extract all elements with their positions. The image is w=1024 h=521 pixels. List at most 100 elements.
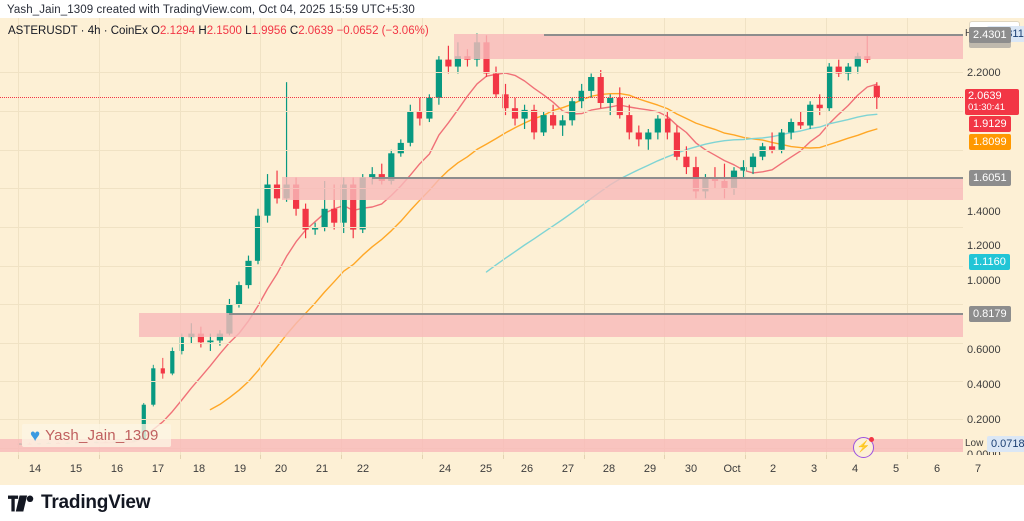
candle-body xyxy=(664,118,671,133)
ma-slow-line xyxy=(485,113,878,273)
chart-plot-area[interactable] xyxy=(0,18,963,455)
candle-body xyxy=(616,97,623,116)
ma-slow-badge[interactable]: 1.1160 xyxy=(969,254,1010,271)
candle-body xyxy=(397,142,404,154)
candle-body xyxy=(826,66,833,109)
candle-body xyxy=(816,104,823,109)
current-price-line xyxy=(0,97,963,99)
candle-body xyxy=(769,146,776,150)
candle-body xyxy=(369,174,376,178)
time-tick-label: 5 xyxy=(892,463,900,475)
candle-body xyxy=(312,227,319,230)
base-zone-low[interactable] xyxy=(0,439,963,452)
candle-body xyxy=(778,132,785,150)
candle-body xyxy=(511,108,519,119)
legend-interval[interactable]: 4h xyxy=(87,25,101,37)
grid-line-vertical xyxy=(907,18,908,455)
chart-frame[interactable]: USDT 2.20001.40001.20001.00000.60000.400… xyxy=(0,18,1024,455)
candle-body xyxy=(245,260,252,286)
candle-body xyxy=(654,118,661,133)
support-low-badge[interactable]: 0.8179 xyxy=(969,306,1011,323)
attribution-line: Yash_Jain_1309 created with TradingView.… xyxy=(7,4,415,16)
support-mid-badge[interactable]: 1.6051 xyxy=(969,169,1011,186)
time-tick-mark xyxy=(584,455,585,459)
time-axis[interactable]: 14 15 16 17 18 19 20 21 22 24 25 26 27 28 29 30 Oct 2 3 4 5 6… xyxy=(0,455,1024,485)
price-tick-label: 0.2000 xyxy=(967,413,1001,426)
legend-sep-2: · xyxy=(103,25,108,37)
grid-line-horizontal xyxy=(0,111,963,112)
price-tick-label: 0.4000 xyxy=(967,379,1001,392)
grid-line-vertical xyxy=(260,18,261,455)
low-badge[interactable]: 0.0718 xyxy=(987,435,1024,452)
resistance-upper-badge[interactable]: 2.4301 xyxy=(969,26,1011,43)
candle-body xyxy=(207,340,214,343)
branding-bar: TradingView xyxy=(0,485,1024,521)
candle-body xyxy=(807,104,814,126)
candle-body xyxy=(197,333,204,343)
grid-line-vertical xyxy=(99,18,100,455)
price-tick-label: 0.0000 xyxy=(967,448,1001,456)
time-tick-mark xyxy=(826,455,827,459)
time-tick-mark xyxy=(18,455,19,459)
resistance-zone-upper[interactable] xyxy=(453,33,963,59)
current-price-badge[interactable]: 2.0639 01:30:41 xyxy=(965,89,1019,116)
time-tick-label: 18 xyxy=(192,463,206,475)
candle-body xyxy=(151,368,156,405)
candle-body xyxy=(683,156,690,168)
candle-body xyxy=(626,115,633,133)
candle-body xyxy=(550,115,557,126)
candle-body xyxy=(759,146,766,157)
legend-symbol[interactable]: ASTERUSDT xyxy=(8,25,78,37)
candle-body xyxy=(492,73,500,95)
lightning-bolt-icon[interactable]: ⚡ xyxy=(853,437,874,458)
tradingview-logo-icon[interactable]: TradingView xyxy=(8,492,151,514)
candle-body xyxy=(416,111,423,119)
candlestick-series xyxy=(17,33,880,445)
candle-body xyxy=(321,208,328,228)
time-tick-mark xyxy=(745,455,746,459)
resistance-zone-upper-line[interactable] xyxy=(543,33,963,36)
candle-body xyxy=(873,85,880,98)
candle-body xyxy=(854,56,861,67)
chart-legend: ASTERUSDT · 4h · CoinEx O2.1294 H2.1500 … xyxy=(8,25,429,37)
support-zone-low[interactable] xyxy=(139,313,963,338)
legend-low-label: L xyxy=(245,25,252,37)
candle-body xyxy=(588,77,595,91)
candle-body xyxy=(454,56,461,67)
price-tick-label: 1.2000 xyxy=(967,240,1001,253)
current-price-countdown: 01:30:41 xyxy=(968,102,1005,114)
ma-mid-line xyxy=(209,92,878,411)
time-tick-label: 20 xyxy=(274,463,288,475)
legend-open-value: 2.1294 xyxy=(159,25,196,37)
time-tick-label: 4 xyxy=(851,463,859,475)
candle-body xyxy=(359,177,366,230)
legend-close-value: 2.0639 xyxy=(298,25,334,37)
time-tick-label: 30 xyxy=(684,463,698,475)
candle-body xyxy=(788,122,795,133)
grid-line-horizontal xyxy=(0,72,963,73)
tradingview-wordmark: TradingView xyxy=(41,492,151,513)
time-tick-label: 16 xyxy=(110,463,124,475)
legend-high-value: 2.1500 xyxy=(206,25,242,37)
price-scale[interactable]: USDT 2.20001.40001.20001.00000.60000.400… xyxy=(963,18,1024,455)
legend-open-label: O xyxy=(151,25,160,37)
ma-fast-badge[interactable]: 1.9129 xyxy=(969,116,1011,133)
candle-body xyxy=(607,97,614,103)
candle-body xyxy=(254,215,262,261)
candle-body xyxy=(635,132,642,140)
support-zone-mid-line[interactable] xyxy=(372,176,963,179)
grid-line-vertical xyxy=(826,18,827,455)
time-tick-mark xyxy=(422,455,423,459)
support-zone-mid[interactable] xyxy=(282,176,963,201)
candle-body xyxy=(597,77,604,103)
candle-body xyxy=(426,97,433,119)
time-tick-label: 24 xyxy=(438,463,452,475)
time-tick-label: 28 xyxy=(602,463,616,475)
legend-exchange[interactable]: CoinEx xyxy=(110,25,148,37)
grid-line-horizontal xyxy=(0,304,963,305)
support-zone-low-line[interactable] xyxy=(229,313,963,316)
ma-mid-badge[interactable]: 1.8099 xyxy=(969,134,1011,151)
candle-body xyxy=(749,156,757,168)
user-watermark: ♥ Yash_Jain_1309 xyxy=(22,424,171,447)
